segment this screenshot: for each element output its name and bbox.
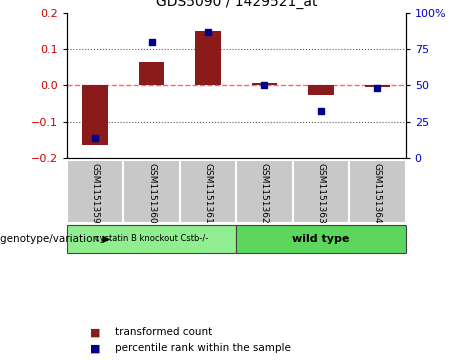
Bar	[365, 85, 390, 87]
Text: ■: ■	[90, 343, 100, 354]
Bar	[308, 85, 334, 95]
Text: percentile rank within the sample: percentile rank within the sample	[115, 343, 291, 354]
Bar	[83, 85, 108, 145]
Text: GSM1151361: GSM1151361	[203, 163, 213, 224]
Text: wild type: wild type	[292, 234, 349, 244]
Text: ■: ■	[90, 327, 100, 337]
Bar	[236, 160, 293, 223]
Text: GSM1151359: GSM1151359	[90, 163, 100, 224]
Bar	[252, 83, 277, 85]
Bar	[67, 225, 236, 253]
Bar	[123, 160, 180, 223]
Bar	[349, 160, 406, 223]
Text: genotype/variation ▶: genotype/variation ▶	[0, 234, 110, 244]
Text: cystatin B knockout Cstb-/-: cystatin B knockout Cstb-/-	[95, 234, 208, 243]
Text: transformed count: transformed count	[115, 327, 213, 337]
Text: GSM1151363: GSM1151363	[316, 163, 325, 224]
Title: GDS5090 / 1429521_at: GDS5090 / 1429521_at	[155, 0, 317, 9]
Bar	[180, 160, 236, 223]
Text: GSM1151364: GSM1151364	[373, 163, 382, 224]
Bar	[195, 31, 221, 85]
Text: GSM1151362: GSM1151362	[260, 163, 269, 224]
Bar	[139, 62, 164, 85]
Bar	[236, 225, 406, 253]
Bar	[67, 160, 123, 223]
Bar	[293, 160, 349, 223]
Text: GSM1151360: GSM1151360	[147, 163, 156, 224]
